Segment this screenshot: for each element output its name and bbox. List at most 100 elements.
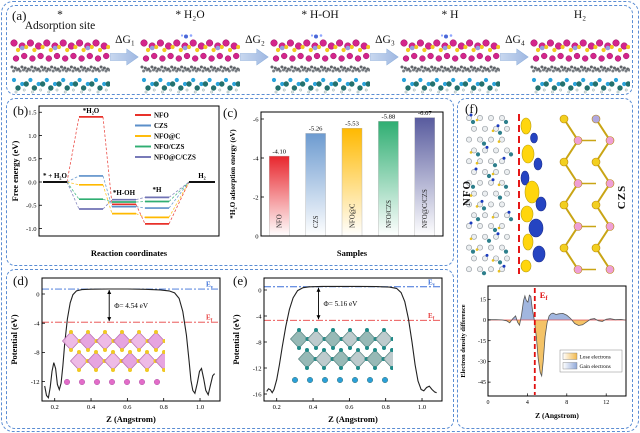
svg-text:Free energy (eV): Free energy (eV): [10, 140, 20, 201]
charge-density-structure: [462, 112, 627, 276]
structure-card-h-oh: * H-OH: [270, 8, 371, 94]
panel-d-label: (d): [13, 273, 29, 288]
svg-text:H₂: H₂: [198, 172, 206, 180]
panel-a-label: (a): [12, 8, 27, 23]
svg-text:0: 0: [255, 233, 259, 240]
structure-card-h2o: * H₂O: [140, 8, 241, 94]
right-arrow-icon: [109, 47, 140, 72]
svg-text:0.6: 0.6: [345, 404, 354, 411]
svg-text:12: 12: [603, 400, 609, 406]
svg-text:0.2: 0.2: [273, 404, 281, 411]
svg-text:Potential (eV): Potential (eV): [231, 314, 241, 364]
svg-text:Ef: Ef: [428, 312, 435, 322]
svg-text:NFO: NFO: [277, 214, 284, 228]
svg-text:8: 8: [565, 400, 568, 406]
step-title: * H: [441, 9, 459, 21]
svg-text:*H-OH: *H-OH: [113, 189, 136, 197]
panel-b-label: (b): [13, 103, 29, 118]
structure-card-h: * H: [400, 8, 501, 94]
svg-text:NFO: NFO: [154, 111, 169, 119]
svg-text:-12: -12: [253, 365, 262, 372]
step-title: H₂: [573, 9, 587, 21]
svg-text:0: 0: [483, 318, 486, 324]
svg-text:CZS: CZS: [154, 122, 168, 130]
svg-text:Lose electrons: Lose electrons: [580, 354, 611, 360]
free-energy-chart: * + H₂O *H₂O *H-OH *H H₂ NFO CZS NFO@C NFO/CZS NF…: [9, 100, 227, 262]
svg-text:-5.26: -5.26: [309, 126, 323, 133]
delta-g4-label: ΔG₄: [505, 34, 525, 46]
delta-g3-label: ΔG₃: [375, 34, 395, 46]
svg-text:Ef: Ef: [206, 314, 213, 324]
svg-text:Z (Angstrom): Z (Angstrom): [106, 414, 156, 424]
electron-density-chart: Ef Lose electrons Gain electrons 15 0 -15 -30 -…: [458, 278, 632, 426]
svg-text:15: 15: [480, 297, 486, 303]
svg-text:0.6: 0.6: [123, 404, 132, 411]
heterostructure-image: [10, 33, 111, 94]
svg-text:-1.0: -1.0: [26, 226, 37, 233]
svg-text:Electron density difference: Electron density difference: [460, 304, 467, 377]
svg-text:NFO/CZS: NFO/CZS: [154, 143, 184, 151]
heterostructure-image: [140, 33, 241, 94]
panel-e-label: (e): [233, 273, 248, 288]
work-function-chart-czs: Ev Ef Φ= 5.16 eV 0 -4 -8 -12 -16 0.2 0.4 0.6 0.8 1.0…: [230, 270, 452, 427]
svg-text:-4.10: -4.10: [272, 148, 286, 155]
svg-text:0.0: 0.0: [28, 179, 37, 186]
svg-text:Samples: Samples: [337, 248, 368, 258]
svg-text:*H₂O: *H₂O: [83, 107, 100, 115]
structure-card-adsorption-site: * Adsorption site: [10, 8, 111, 94]
svg-text:1.0: 1.0: [418, 404, 427, 411]
svg-text:0.2: 0.2: [51, 404, 59, 411]
svg-text:-4: -4: [256, 313, 262, 320]
svg-text:*H₂O adsorption energy (eV): *H₂O adsorption energy (eV): [229, 129, 237, 219]
svg-text:0.4: 0.4: [87, 404, 96, 411]
heterostructure-image: [270, 33, 371, 94]
svg-text:1.5: 1.5: [28, 110, 37, 117]
svg-text:-12: -12: [31, 379, 40, 386]
svg-text:-8: -8: [34, 350, 40, 357]
svg-text:-45: -45: [478, 380, 486, 386]
svg-text:-8: -8: [256, 339, 262, 346]
right-arrow-icon: [239, 47, 270, 72]
svg-text:Φ= 4.54 eV: Φ= 4.54 eV: [114, 302, 149, 310]
svg-text:*H: *H: [153, 186, 163, 194]
svg-text:-6: -6: [253, 116, 259, 123]
heterostructure-image: [530, 33, 631, 94]
reaction-step-4: ΔG₄: [499, 34, 530, 72]
svg-text:NFO@C: NFO@C: [154, 132, 180, 140]
svg-text:-2: -2: [253, 194, 259, 201]
delta-g2-label: ΔG₂: [245, 34, 265, 46]
svg-text:Z (Angstrom): Z (Angstrom): [328, 414, 378, 424]
svg-text:0.8: 0.8: [382, 404, 391, 411]
step-title-star: *: [57, 9, 63, 21]
adsorption-energy-chart: -4.10 NFO -5.26 CZS -5.53 NFO@C -5.88 NFO/CZS -6…: [225, 100, 451, 262]
svg-text:-0.5: -0.5: [26, 203, 37, 210]
reaction-step-3: ΔG₃: [369, 34, 400, 72]
panel-f-container: (f) NFO CZS Ef Lose electrons Gain electro…: [457, 98, 633, 429]
svg-text:0: 0: [36, 291, 40, 298]
svg-text:-4: -4: [34, 321, 40, 328]
svg-text:-30: -30: [478, 360, 486, 366]
nfo-crystal-inset: [60, 328, 175, 393]
svg-text:Ef: Ef: [540, 290, 549, 302]
czs-crystal-inset: [288, 326, 403, 391]
nfo-material-label: NFO: [461, 179, 474, 207]
svg-text:* + H₂O: * + H₂O: [43, 172, 68, 180]
svg-text:Gain electrons: Gain electrons: [580, 364, 611, 370]
svg-text:-15: -15: [478, 339, 486, 345]
right-arrow-icon: [499, 47, 530, 72]
panel-c-label: (c): [223, 105, 238, 120]
svg-text:NFO@C/CZS: NFO@C/CZS: [422, 189, 429, 228]
heterostructure-image: [400, 33, 501, 94]
step-title-text: Adsorption site: [24, 20, 96, 32]
svg-text:Z (Angstrom): Z (Angstrom): [535, 411, 579, 420]
svg-text:0: 0: [487, 400, 490, 406]
svg-text:-6.07: -6.07: [418, 110, 432, 117]
panel-de-container: (d) (e) Ev Ef Φ= 4.54 eV 0 -4 -8 -12 0.2 0.4 0.6 0…: [6, 269, 454, 429]
svg-text:Ev: Ev: [428, 278, 436, 288]
svg-text:0.5: 0.5: [28, 156, 37, 163]
delta-g1-label: ΔG₁: [115, 34, 135, 46]
svg-text:NFO@C/CZS: NFO@C/CZS: [154, 153, 196, 161]
svg-text:Reaction coordinates: Reaction coordinates: [91, 248, 168, 258]
svg-text:NFO@C: NFO@C: [349, 203, 356, 228]
svg-text:CZS: CZS: [313, 215, 320, 228]
